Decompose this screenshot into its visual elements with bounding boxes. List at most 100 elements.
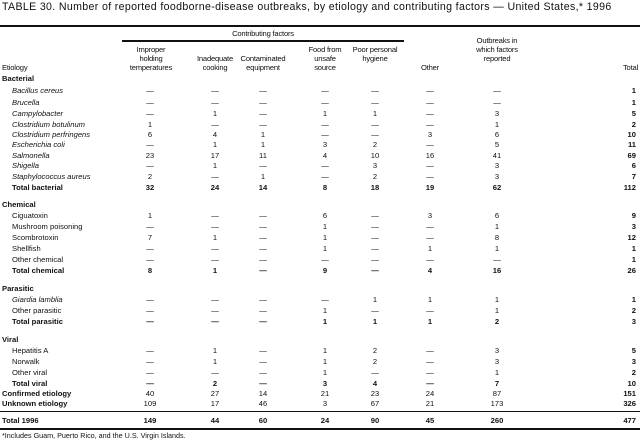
cell-value: 4 (322, 151, 328, 160)
cell-value: — (211, 98, 219, 107)
cell-value: 8 (494, 233, 500, 242)
table-row: Total 1996 149 44 60 24 90 45 260 477 (0, 415, 640, 426)
section-header-row: Parasitic (0, 283, 640, 294)
cell-value: — (371, 368, 379, 377)
cell-value: 3 (322, 379, 328, 388)
cell-value: — (493, 98, 501, 107)
cell-value: — (371, 86, 379, 95)
cell-value: — (211, 86, 219, 95)
cell-total: 69 (627, 151, 636, 160)
cell-value: 46 (258, 399, 268, 408)
cell-value: 1 (322, 244, 328, 253)
cell-value: — (321, 98, 329, 107)
table-row: Bacillus cereus — — — — — — — 1 (0, 85, 640, 96)
table-row: Total chemical 8 1 — 9 — 4 16 26 (0, 265, 640, 276)
row-label: Escherichia coli (12, 140, 65, 149)
cell-value: — (259, 368, 267, 377)
cell-value: 1 (212, 233, 218, 242)
cell-value: 1 (322, 233, 328, 242)
cell-value: 1 (372, 109, 378, 118)
cell-total: 1 (631, 255, 636, 264)
cell-value: 8 (322, 183, 328, 192)
cell-value: — (146, 346, 154, 355)
cell-value: — (321, 255, 329, 264)
cell-value: 27 (210, 389, 220, 398)
row-label: Unknown etiology (2, 399, 68, 408)
cell-value: — (371, 244, 379, 253)
cell-value: — (259, 266, 267, 275)
cell-value: — (211, 368, 219, 377)
cell-total: 12 (627, 233, 636, 242)
cell-total: 151 (623, 389, 636, 398)
cell-total: 9 (631, 211, 636, 220)
cell-value: — (146, 379, 154, 388)
cell-value: — (146, 140, 154, 149)
cell-value: 2 (147, 172, 153, 181)
cell-value: — (211, 306, 219, 315)
cell-value: 2 (372, 346, 378, 355)
row-label: Shigella (12, 161, 40, 170)
cell-value: — (371, 233, 379, 242)
table-row: Total parasitic — — — 1 1 1 2 3 (0, 316, 640, 327)
row-label: Chemical (2, 200, 36, 209)
cell-value: 24 (425, 389, 435, 398)
cell-total: 11 (627, 140, 636, 149)
cell-value: 1 (427, 295, 433, 304)
cell-value: 3 (494, 357, 500, 366)
cell-value: 7 (147, 233, 153, 242)
cell-value: — (371, 266, 379, 275)
cell-value: 4 (212, 130, 218, 139)
cell-value: 1 (494, 244, 500, 253)
table-row: Giardia lamblia — — — — 1 1 1 1 (0, 294, 640, 305)
cell-value: — (211, 172, 219, 181)
cell-value: 17 (210, 399, 220, 408)
cell-value: — (321, 172, 329, 181)
cell-value: 8 (147, 266, 153, 275)
cell-value: 149 (143, 416, 157, 425)
cell-value: — (146, 306, 154, 315)
cell-value: — (259, 357, 267, 366)
table-row: Other viral — — — 1 — — 1 2 (0, 367, 640, 378)
cell-value: 1 (372, 317, 378, 326)
cell-value: — (211, 222, 219, 231)
cell-value: 1 (494, 295, 500, 304)
cell-value: — (211, 120, 219, 129)
col-header-factors-reported: Outbreaks in which factors reported (476, 36, 518, 63)
section-header-row: Viral (0, 334, 640, 345)
table-row: Ciguatoxin 1 — — 6 — 3 6 9 (0, 210, 640, 221)
table-row: Unknown etiology 109 17 46 3 67 21 173 326 (0, 398, 640, 409)
row-label: Total 1996 (2, 416, 39, 425)
row-label: Hepatitis A (12, 346, 49, 355)
cell-value: 23 (370, 389, 380, 398)
table-row: Salmonella 23 17 11 4 10 16 41 69 (0, 150, 640, 161)
cell-value: — (426, 109, 434, 118)
row-label: Total chemical (12, 266, 65, 275)
cell-value: 2 (372, 172, 378, 181)
cell-value: 1 (322, 368, 328, 377)
cell-value: — (426, 161, 434, 170)
cell-value: — (146, 109, 154, 118)
cell-value: 7 (494, 379, 500, 388)
cell-value: — (371, 120, 379, 129)
col-header-inadequate-cooking: Inadequate cooking (196, 54, 233, 72)
cell-value: 173 (490, 399, 504, 408)
cell-value: — (259, 317, 267, 326)
row-label: Salmonella (12, 151, 50, 160)
cell-value: 6 (494, 211, 500, 220)
cell-value: 62 (492, 183, 502, 192)
table-bottom-rule (0, 428, 640, 430)
cell-value: 40 (145, 389, 155, 398)
row-label: Campylobacter (12, 109, 64, 118)
cell-value: — (146, 161, 154, 170)
cell-value: — (259, 346, 267, 355)
cell-value: 90 (370, 416, 380, 425)
cell-value: — (259, 109, 267, 118)
col-header-improper-holding: Improper holding temperatures (129, 45, 173, 72)
cell-value: — (426, 233, 434, 242)
cell-value: — (493, 255, 501, 264)
row-label: Ciguatoxin (12, 211, 48, 220)
row-label: Mushroom poisoning (12, 222, 83, 231)
cell-value: — (211, 295, 219, 304)
table-row: Escherichia coli —1 1 3 2—5 11 (0, 139, 640, 150)
